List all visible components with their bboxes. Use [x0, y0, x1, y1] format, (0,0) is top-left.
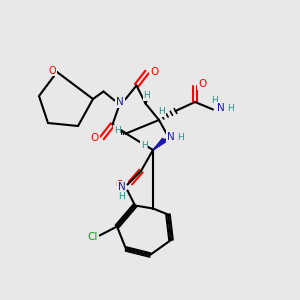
Text: H: H	[159, 107, 165, 116]
Text: H: H	[144, 92, 150, 100]
Text: Cl: Cl	[88, 232, 98, 242]
Polygon shape	[145, 96, 149, 103]
Polygon shape	[153, 138, 166, 150]
Text: O: O	[116, 179, 124, 190]
Text: O: O	[198, 79, 207, 89]
Text: H: H	[118, 192, 125, 201]
Text: H: H	[228, 103, 234, 112]
Text: H: H	[211, 96, 218, 105]
Text: N: N	[217, 103, 224, 113]
Text: H: H	[114, 126, 120, 135]
Text: N: N	[118, 182, 125, 193]
Text: O: O	[90, 133, 99, 143]
Text: H: H	[141, 141, 147, 150]
Text: N: N	[167, 131, 175, 142]
Text: H: H	[177, 134, 183, 142]
Text: O: O	[150, 67, 159, 77]
Text: N: N	[116, 97, 124, 107]
Text: O: O	[49, 65, 56, 76]
